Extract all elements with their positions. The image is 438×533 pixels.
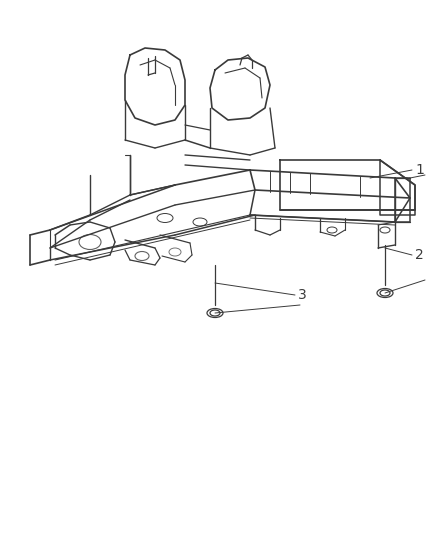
Text: 3: 3 <box>298 288 307 302</box>
Text: 1: 1 <box>415 163 424 177</box>
Text: 2: 2 <box>415 248 424 262</box>
